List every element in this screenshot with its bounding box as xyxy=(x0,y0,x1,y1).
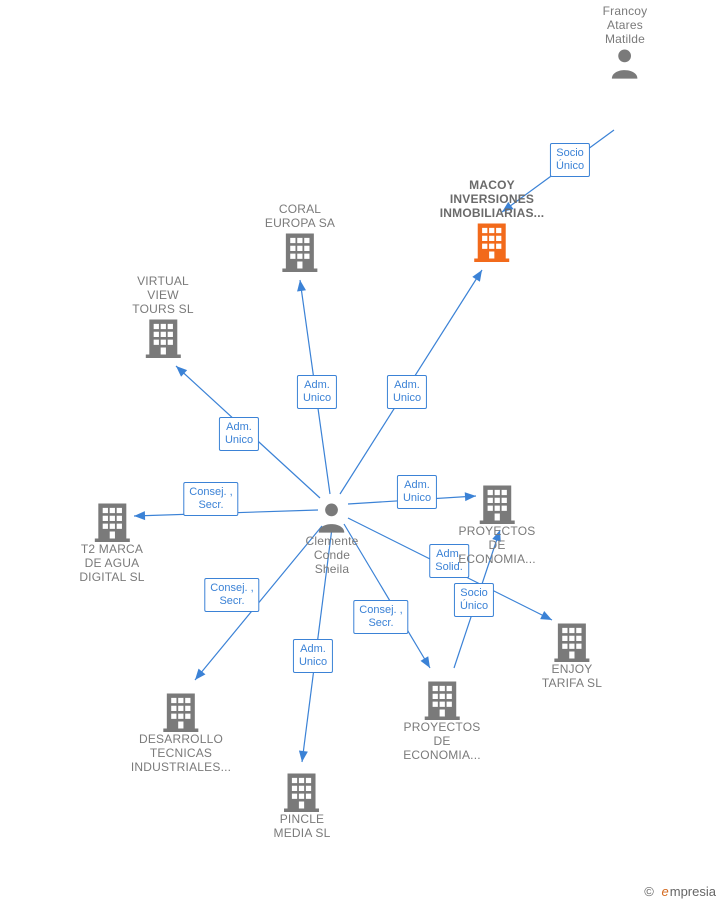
node-coral[interactable]: CORAL EUROPA SA xyxy=(265,202,335,272)
node-label-virtual: VIRTUAL VIEW TOURS SL xyxy=(132,274,193,316)
building-icon xyxy=(551,620,593,662)
node-macoy[interactable]: MACOY INVERSIONES INMOBILIARIAS... xyxy=(440,178,545,262)
brand-rest: mpresia xyxy=(670,884,716,899)
node-label-proy1: PROYECTOS DE ECONOMIA... xyxy=(458,524,536,566)
edge-label-e-clem-coral: Adm. Unico xyxy=(297,375,337,409)
building-icon xyxy=(142,316,184,358)
node-pincle[interactable]: PINCLE MEDIA SL xyxy=(274,770,331,840)
node-francoy[interactable]: Francoy Atares Matilde xyxy=(603,4,648,80)
copyright-symbol: © xyxy=(644,884,654,899)
node-label-enjoy: ENJOY TARIFA SL xyxy=(542,662,602,690)
node-label-proy2: PROYECTOS DE ECONOMIA... xyxy=(403,720,481,762)
node-virtual[interactable]: VIRTUAL VIEW TOURS SL xyxy=(132,274,193,358)
node-desarrollo[interactable]: DESARROLLO TECNICAS INDUSTRIALES... xyxy=(131,690,231,774)
building-icon xyxy=(471,220,513,262)
building-icon xyxy=(421,678,463,720)
person-icon xyxy=(608,46,642,80)
node-label-pincle: PINCLE MEDIA SL xyxy=(274,812,331,840)
edge-label-e-proy2-proy1: Socio Único xyxy=(454,583,494,617)
network-diagram: Socio Único Adm. Unico Adm. Unico Adm. Unic… xyxy=(0,0,728,905)
edge-label-e-clem-t2: Consej. , Secr. xyxy=(183,482,238,516)
node-label-coral: CORAL EUROPA SA xyxy=(265,202,335,230)
edge-label-e-clem-macoy: Adm. Unico xyxy=(387,375,427,409)
building-icon xyxy=(279,230,321,272)
node-t2[interactable]: T2 MARCA DE AGUA DIGITAL SL xyxy=(79,500,144,584)
node-label-francoy: Francoy Atares Matilde xyxy=(603,4,648,46)
edge-label-e-clem-des: Consej. , Secr. xyxy=(204,578,259,612)
edge-label-e-clem-pincle: Adm. Unico xyxy=(293,639,333,673)
edge-label-e-clem-proy1: Adm. Unico xyxy=(397,475,437,509)
edge-label-e-clem-proy2: Consej. , Secr. xyxy=(353,600,408,634)
edge-label-e-clem-virtual: Adm. Unico xyxy=(219,417,259,451)
node-label-clemente: Clemente Conde Sheila xyxy=(306,534,359,576)
building-icon xyxy=(160,690,202,732)
edges-layer xyxy=(0,0,728,905)
node-clemente[interactable]: Clemente Conde Sheila xyxy=(306,500,359,576)
brand-prefix: e xyxy=(662,884,669,899)
node-label-desarrollo: DESARROLLO TECNICAS INDUSTRIALES... xyxy=(131,732,231,774)
building-icon xyxy=(281,770,323,812)
edge-label-e-francoy-macoy: Socio Único xyxy=(550,143,590,177)
node-enjoy[interactable]: ENJOY TARIFA SL xyxy=(542,620,602,690)
watermark: © empresia xyxy=(644,884,716,899)
node-label-t2: T2 MARCA DE AGUA DIGITAL SL xyxy=(79,542,144,584)
node-proy2[interactable]: PROYECTOS DE ECONOMIA... xyxy=(403,678,481,762)
building-icon xyxy=(91,500,133,542)
node-proy1[interactable]: PROYECTOS DE ECONOMIA... xyxy=(458,482,536,566)
person-icon xyxy=(315,500,349,534)
building-icon xyxy=(476,482,518,524)
node-label-macoy: MACOY INVERSIONES INMOBILIARIAS... xyxy=(440,178,545,220)
